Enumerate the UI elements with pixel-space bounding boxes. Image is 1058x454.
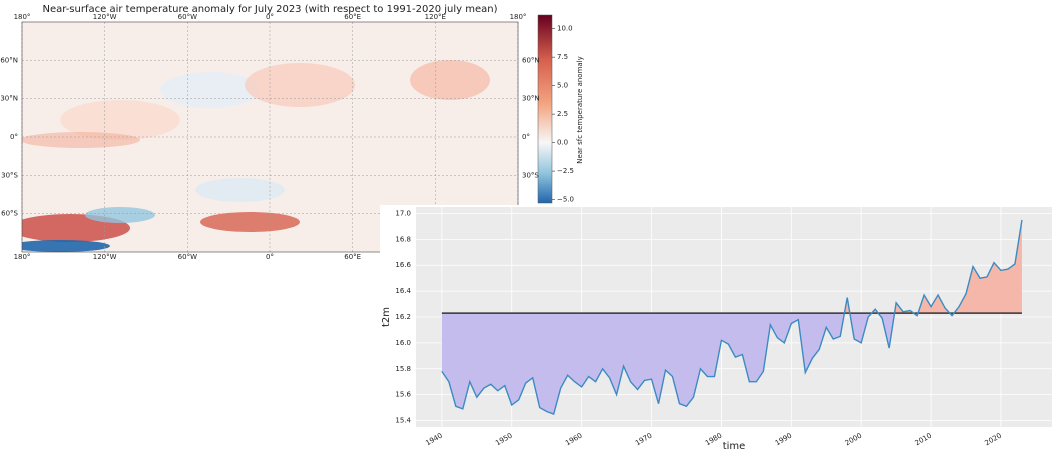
area-below-mean: [441, 313, 1022, 415]
y-tick-label: 15.8: [395, 365, 411, 373]
series-line: [441, 219, 1023, 415]
lon-tick-label: 180°: [510, 13, 527, 21]
colorbar-tick-label: −2.5: [557, 167, 574, 175]
y-tick-label: 15.4: [395, 417, 411, 425]
colorbar: [537, 14, 553, 204]
y-tick-label: 16.0: [395, 339, 411, 347]
lon-tick-label: 0°: [266, 253, 274, 261]
area-above-mean: [844, 219, 1022, 314]
lat-tick-label: 30°N: [0, 95, 18, 103]
y-tick-label: 16.6: [395, 261, 411, 269]
lat-tick-label: 30°N: [522, 95, 540, 103]
x-axis-label: time: [723, 441, 746, 452]
colorbar-tick-label: 2.5: [557, 110, 568, 118]
lon-tick-label: 180°: [14, 13, 31, 21]
lon-tick-label: 120°E: [425, 13, 446, 21]
lon-tick-label: 60°W: [178, 253, 197, 261]
lat-tick-label: 30°S: [1, 171, 18, 179]
lat-tick-label: 60°N: [522, 56, 540, 64]
map-frame: [21, 21, 519, 253]
y-axis-label: t2m: [381, 307, 392, 327]
y-tick-label: 17.0: [395, 209, 411, 217]
colorbar-tick-label: 5.0: [557, 82, 568, 90]
map-title: Near-surface air temperature anomaly for…: [42, 4, 497, 15]
colorbar-label: Near sfc temperature anomaly: [576, 56, 584, 164]
lon-tick-label: 60°W: [178, 13, 197, 21]
lat-tick-label: 60°S: [1, 210, 18, 218]
colorbar-tick-label: 0.0: [557, 139, 568, 147]
y-tick-label: 16.4: [395, 287, 411, 295]
lat-tick-label: 60°N: [0, 56, 18, 64]
lon-tick-label: 120°W: [93, 253, 117, 261]
lon-tick-label: 60°E: [344, 253, 361, 261]
lon-tick-label: 120°W: [93, 13, 117, 21]
lat-tick-label: 30°S: [522, 171, 539, 179]
colorbar-tick-label: −5.0: [557, 196, 574, 204]
lon-tick-label: 180°: [14, 253, 31, 261]
y-tick-label: 15.6: [395, 391, 411, 399]
lon-tick-label: 0°: [266, 13, 274, 21]
lat-tick-label: 0°: [522, 133, 530, 141]
colorbar-tick-label: 7.5: [557, 53, 568, 61]
lon-tick-label: 60°E: [344, 13, 361, 21]
y-tick-label: 16.8: [395, 235, 411, 243]
colorbar-tick-label: 10.0: [557, 25, 573, 33]
lat-tick-label: 0°: [10, 133, 18, 141]
y-tick-label: 16.2: [395, 313, 411, 321]
